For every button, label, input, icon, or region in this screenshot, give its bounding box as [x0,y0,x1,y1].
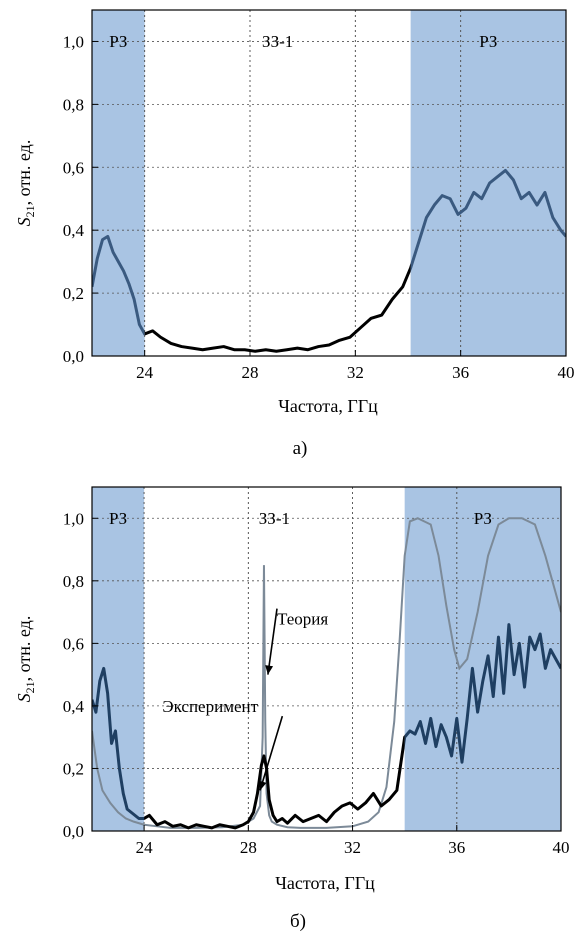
y-axis-title-text: S21, отн. ед. [14,616,37,703]
plot-frame [91,486,562,832]
y-axis-title: S21, отн. ед. [14,140,37,227]
plot-area: 24 28 32 36 40 0,0 0,2 0,4 0,6 0,8 1,0 РЗ ЗЗ-1 РЗ Теор… [63,486,570,857]
y-axis-title-sub: 21 [23,681,37,693]
x-tick-label: 28 [240,838,257,857]
y-tick-label: 0,0 [63,347,84,366]
x-axis-title: Частота, ГГц [278,396,378,416]
y-tick-label: 1,0 [63,509,84,528]
y-axis-title-text: S21, отн. ед. [14,140,37,227]
band-shade [92,10,145,356]
band-shade [404,487,561,831]
series-line-out-band [144,734,405,830]
x-tick-label: 32 [344,838,361,857]
annotation-text: Эксперимент [162,697,258,716]
y-tick-label: 0,0 [63,822,84,841]
x-tick-label: 36 [452,363,469,382]
panel-label: б) [290,911,306,932]
y-tick-label: 0,8 [63,572,84,591]
y-tick-label: 0,6 [63,634,84,653]
band-label: РЗ [474,509,492,528]
x-axis-title: Частота, ГГц [275,873,375,893]
plot-area: 24 28 32 36 40 0,0 0,2 0,4 0,6 0,8 1,0 РЗ ЗЗ-1 РЗ [63,9,575,382]
annotation-arrow [259,715,284,791]
y-tick-label: 0,4 [63,697,85,716]
y-tick-label: 0,4 [63,221,85,240]
x-tick-label: 28 [242,363,259,382]
y-axis-title-main: S [14,693,34,702]
band-label: ЗЗ-1 [262,32,293,51]
series-line-out-band [144,262,411,353]
y-axis-title-rest: , отн. ед. [14,616,34,682]
y-axis-title-main: S [14,217,34,226]
x-tick-label: 32 [347,363,364,382]
series-line-theory [92,517,561,829]
x-tick-label: 24 [136,838,154,857]
chart-a: 24 28 32 36 40 0,0 0,2 0,4 0,6 0,8 1,0 РЗ ЗЗ-1 РЗ S21… [14,9,575,459]
x-tick-label: 40 [553,838,570,857]
x-tick-label: 40 [558,363,575,382]
panel-label: а) [293,438,308,459]
y-axis-title: S21, отн. ед. [14,616,37,703]
chart-b: 24 28 32 36 40 0,0 0,2 0,4 0,6 0,8 1,0 РЗ ЗЗ-1 РЗ Теор… [14,486,570,932]
band-label: ЗЗ-1 [259,509,290,528]
y-tick-label: 1,0 [63,32,84,51]
band-label: РЗ [109,32,127,51]
annotation-arrow [267,608,278,675]
x-tick-label: 36 [448,838,465,857]
band-shade [92,487,145,831]
band-label: РЗ [109,509,127,528]
y-axis-title-rest: , отн. ед. [14,140,34,206]
plot-frame [91,9,567,357]
annotation-arrowhead [265,665,274,675]
y-tick-label: 0,6 [63,158,84,177]
y-tick-label: 0,2 [63,284,84,303]
annotation-arrowhead [258,780,267,791]
annotation-text: Теория [277,610,328,629]
band-label: РЗ [479,32,497,51]
y-tick-label: 0,8 [63,95,84,114]
x-tick-label: 24 [136,363,154,382]
y-tick-label: 0,2 [63,759,84,778]
y-axis-title-sub: 21 [23,205,37,217]
